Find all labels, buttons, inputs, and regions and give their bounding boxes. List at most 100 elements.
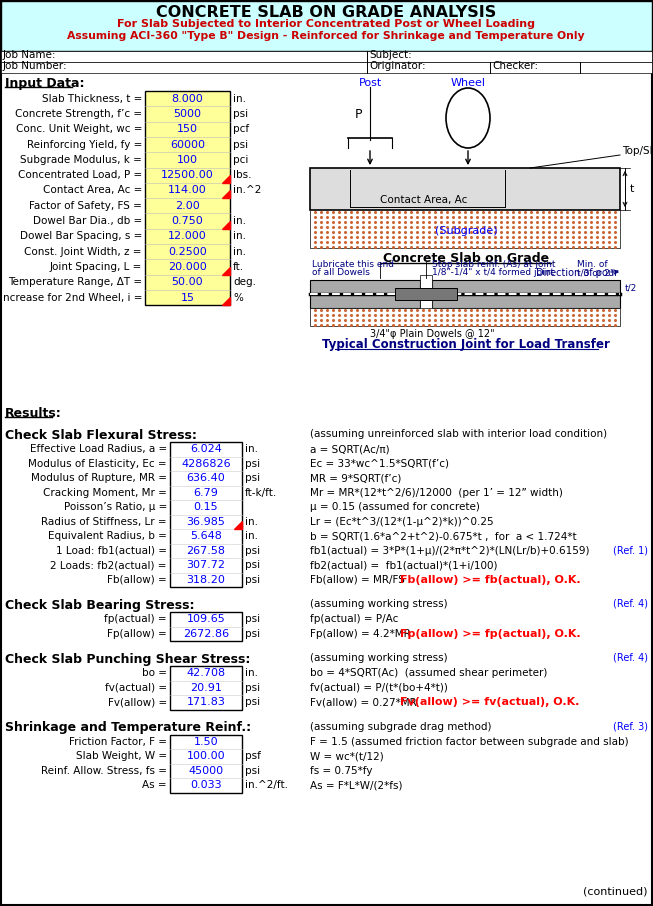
Text: Lr = (Ec*t^3/(12*(1-μ^2)*k))^0.25: Lr = (Ec*t^3/(12*(1-μ^2)*k))^0.25 bbox=[310, 516, 494, 526]
Text: Fv(allow) = 0.27*MR: Fv(allow) = 0.27*MR bbox=[310, 698, 417, 708]
Text: Assuming ACI-360 "Type B" Design - Reinforced for Shrinkage and Temperature Only: Assuming ACI-360 "Type B" Design - Reinf… bbox=[67, 31, 585, 41]
Text: Dowel Bar Spacing, s =: Dowel Bar Spacing, s = bbox=[20, 231, 142, 241]
Text: 1/8"-1/4" x t/4 formed joint: 1/8"-1/4" x t/4 formed joint bbox=[432, 268, 554, 277]
Text: Lubricate this end: Lubricate this end bbox=[312, 260, 394, 269]
Text: P: P bbox=[454, 109, 462, 121]
Text: in.: in. bbox=[233, 93, 246, 103]
Bar bbox=[1, 1, 652, 51]
Text: 20.000: 20.000 bbox=[168, 262, 207, 272]
Text: As = F*L*W/(2*fs): As = F*L*W/(2*fs) bbox=[310, 780, 402, 790]
Bar bbox=[145, 91, 230, 305]
Text: Fp(allow) =: Fp(allow) = bbox=[107, 629, 167, 639]
Text: in.: in. bbox=[233, 246, 246, 256]
Text: Input Data:: Input Data: bbox=[5, 77, 84, 90]
Text: 36.985: 36.985 bbox=[187, 516, 225, 526]
Text: Typical Construction Joint for Load Transfer: Typical Construction Joint for Load Tran… bbox=[322, 338, 610, 351]
Text: 109.65: 109.65 bbox=[187, 614, 225, 624]
Text: t/3 or 2": t/3 or 2" bbox=[577, 268, 614, 277]
Text: (Subgrade): (Subgrade) bbox=[435, 226, 498, 236]
Text: (Ref. 1): (Ref. 1) bbox=[613, 545, 648, 555]
Text: pci: pci bbox=[233, 155, 248, 165]
Text: in.: in. bbox=[233, 216, 246, 226]
Text: 2.00: 2.00 bbox=[175, 201, 200, 211]
Text: Modulus of Elasticity, Ec =: Modulus of Elasticity, Ec = bbox=[28, 458, 167, 468]
Text: pcf: pcf bbox=[233, 124, 249, 134]
Text: F = 1.5 (assumed friction factor between subgrade and slab): F = 1.5 (assumed friction factor between… bbox=[310, 737, 629, 747]
Text: Dowel Bar Dia., db =: Dowel Bar Dia., db = bbox=[33, 216, 142, 226]
Text: Check Slab Punching Shear Stress:: Check Slab Punching Shear Stress: bbox=[5, 653, 250, 666]
Polygon shape bbox=[222, 297, 230, 305]
Text: psi: psi bbox=[245, 458, 260, 468]
Text: psi: psi bbox=[245, 629, 260, 639]
Text: Stop slab reinf. (As) at joint: Stop slab reinf. (As) at joint bbox=[432, 260, 556, 269]
Text: 15: 15 bbox=[180, 293, 195, 303]
Text: Post: Post bbox=[358, 78, 381, 88]
Text: Concrete Slab on Grade: Concrete Slab on Grade bbox=[383, 252, 549, 265]
Text: psf: psf bbox=[245, 751, 261, 761]
Text: of all Dowels: of all Dowels bbox=[312, 268, 370, 277]
Text: Const. Joint Width, z =: Const. Joint Width, z = bbox=[25, 246, 142, 256]
Text: 307.72: 307.72 bbox=[187, 560, 225, 570]
Text: 171.83: 171.83 bbox=[187, 698, 225, 708]
Text: Concrete Strength, f’c =: Concrete Strength, f’c = bbox=[15, 109, 142, 119]
Bar bbox=[420, 275, 432, 313]
Bar bbox=[1, 51, 652, 62]
Text: bo = 4*SQRT(Ac)  (assumed shear perimeter): bo = 4*SQRT(Ac) (assumed shear perimeter… bbox=[310, 669, 547, 679]
Polygon shape bbox=[222, 190, 230, 198]
Text: Min. of: Min. of bbox=[577, 260, 608, 269]
Text: t/2: t/2 bbox=[625, 284, 637, 293]
Text: (assuming subgrade drag method): (assuming subgrade drag method) bbox=[310, 721, 492, 731]
Text: MR = 9*SQRT(f’c): MR = 9*SQRT(f’c) bbox=[310, 473, 402, 483]
Text: psi: psi bbox=[245, 614, 260, 624]
Text: 100: 100 bbox=[177, 155, 198, 165]
Text: 0.750: 0.750 bbox=[172, 216, 203, 226]
Text: Originator:: Originator: bbox=[369, 61, 426, 71]
Text: psi: psi bbox=[245, 574, 260, 584]
Text: 12500.00: 12500.00 bbox=[161, 170, 214, 180]
Text: 2672.86: 2672.86 bbox=[183, 629, 229, 639]
Text: Cracking Moment, Mr =: Cracking Moment, Mr = bbox=[43, 487, 167, 497]
Text: Friction Factor, F =: Friction Factor, F = bbox=[69, 737, 167, 747]
Text: CONCRETE SLAB ON GRADE ANALYSIS: CONCRETE SLAB ON GRADE ANALYSIS bbox=[156, 5, 496, 20]
Text: in.^2/ft.: in.^2/ft. bbox=[245, 780, 288, 790]
Text: Fb(allow) =: Fb(allow) = bbox=[107, 574, 167, 584]
Text: 114.00: 114.00 bbox=[168, 186, 207, 196]
Text: psi: psi bbox=[245, 766, 260, 776]
Text: psi: psi bbox=[233, 140, 248, 149]
Text: Reinf. Allow. Stress, fs =: Reinf. Allow. Stress, fs = bbox=[41, 766, 167, 776]
Text: Check Slab Bearing Stress:: Check Slab Bearing Stress: bbox=[5, 599, 195, 612]
Text: Direction of pour: Direction of pour bbox=[536, 268, 618, 278]
Text: Fb(allow) = MR/FS: Fb(allow) = MR/FS bbox=[310, 574, 405, 584]
Text: 20.91: 20.91 bbox=[190, 683, 222, 693]
Polygon shape bbox=[222, 175, 230, 183]
Text: fs = 0.75*fy: fs = 0.75*fy bbox=[310, 766, 372, 776]
Text: Fv(allow) =: Fv(allow) = bbox=[108, 698, 167, 708]
Text: 150: 150 bbox=[177, 124, 198, 134]
Text: fv(actual) =: fv(actual) = bbox=[105, 683, 167, 693]
Bar bbox=[310, 280, 420, 308]
Text: in.^2: in.^2 bbox=[233, 186, 261, 196]
Bar bbox=[170, 442, 242, 587]
Text: in.: in. bbox=[245, 444, 258, 454]
Text: Reinforcing Yield, fy =: Reinforcing Yield, fy = bbox=[27, 140, 142, 149]
Text: 45000: 45000 bbox=[189, 766, 223, 776]
Text: fp(actual) = P/Ac: fp(actual) = P/Ac bbox=[310, 614, 398, 624]
Text: Checker:: Checker: bbox=[492, 61, 538, 71]
Text: in.: in. bbox=[245, 531, 258, 541]
Text: Job Number:: Job Number: bbox=[3, 61, 68, 71]
Text: 6.024: 6.024 bbox=[190, 444, 222, 454]
Text: psi: psi bbox=[245, 545, 260, 555]
Text: psi: psi bbox=[233, 109, 248, 119]
Text: lbs.: lbs. bbox=[233, 170, 251, 180]
Bar bbox=[310, 168, 620, 210]
Text: ft-k/ft.: ft-k/ft. bbox=[245, 487, 278, 497]
Bar bbox=[310, 308, 620, 326]
Text: in.: in. bbox=[245, 669, 258, 679]
Ellipse shape bbox=[446, 88, 490, 148]
Text: Mr = MR*(12*t^2/6)/12000  (per 1’ = 12” width): Mr = MR*(12*t^2/6)/12000 (per 1’ = 12” w… bbox=[310, 487, 563, 497]
Polygon shape bbox=[234, 521, 242, 529]
Text: 267.58: 267.58 bbox=[187, 545, 225, 555]
Text: Wheel: Wheel bbox=[451, 78, 485, 88]
Text: psi: psi bbox=[245, 683, 260, 693]
Text: (assuming unreinforced slab with interior load condition): (assuming unreinforced slab with interio… bbox=[310, 429, 607, 439]
